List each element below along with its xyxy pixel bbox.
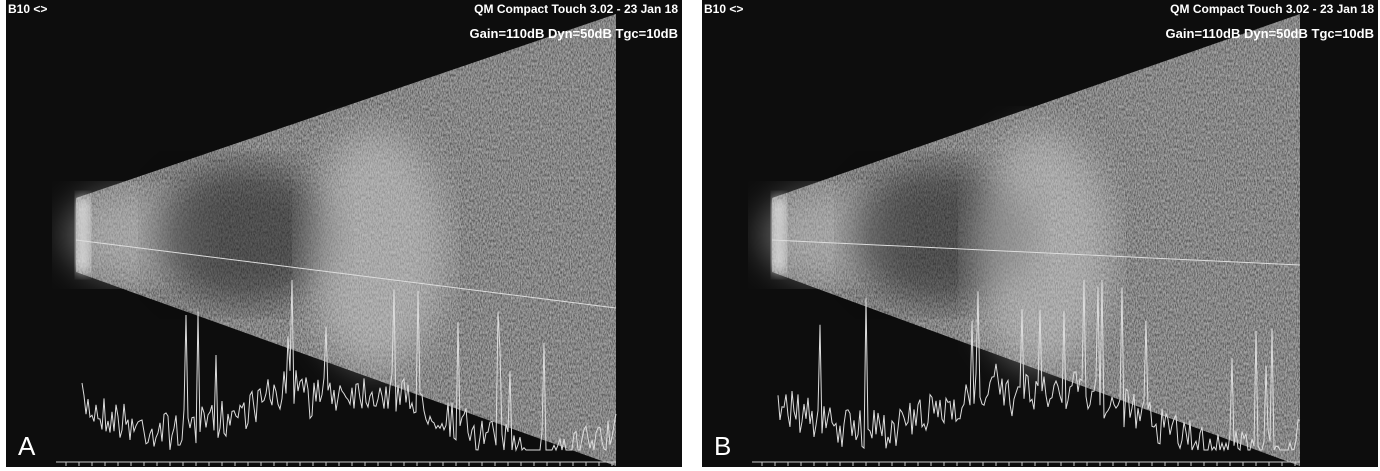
echo-mass (306, 130, 446, 370)
a-scan-trace (777, 279, 1301, 452)
echo-mass (972, 130, 1112, 370)
panel-label: A (18, 431, 36, 461)
a-scan-trace (81, 279, 617, 452)
mode-label: B10 <> (704, 2, 743, 16)
device-info: QM Compact Touch 3.02 - 23 Jan 18 (474, 2, 678, 16)
scan-line (75, 239, 617, 309)
panel-label: B (714, 431, 731, 461)
ultrasound-panel: B10 <> QM Compact Touch 3.02 - 23 Jan 18 G… (6, 0, 682, 467)
mode-label: B10 <> (8, 2, 47, 16)
scan-line (771, 239, 1301, 266)
device-info: QM Compact Touch 3.02 - 23 Jan 18 (1170, 2, 1374, 16)
vitreous-dark (156, 165, 336, 305)
settings-info: Gain=110dB Dyn=50dB Tgc=10dB (1166, 26, 1374, 41)
ultrasound-panel: B10 <> QM Compact Touch 3.02 - 23 Jan 18 G… (702, 0, 1378, 467)
settings-info: Gain=110dB Dyn=50dB Tgc=10dB (470, 26, 678, 41)
